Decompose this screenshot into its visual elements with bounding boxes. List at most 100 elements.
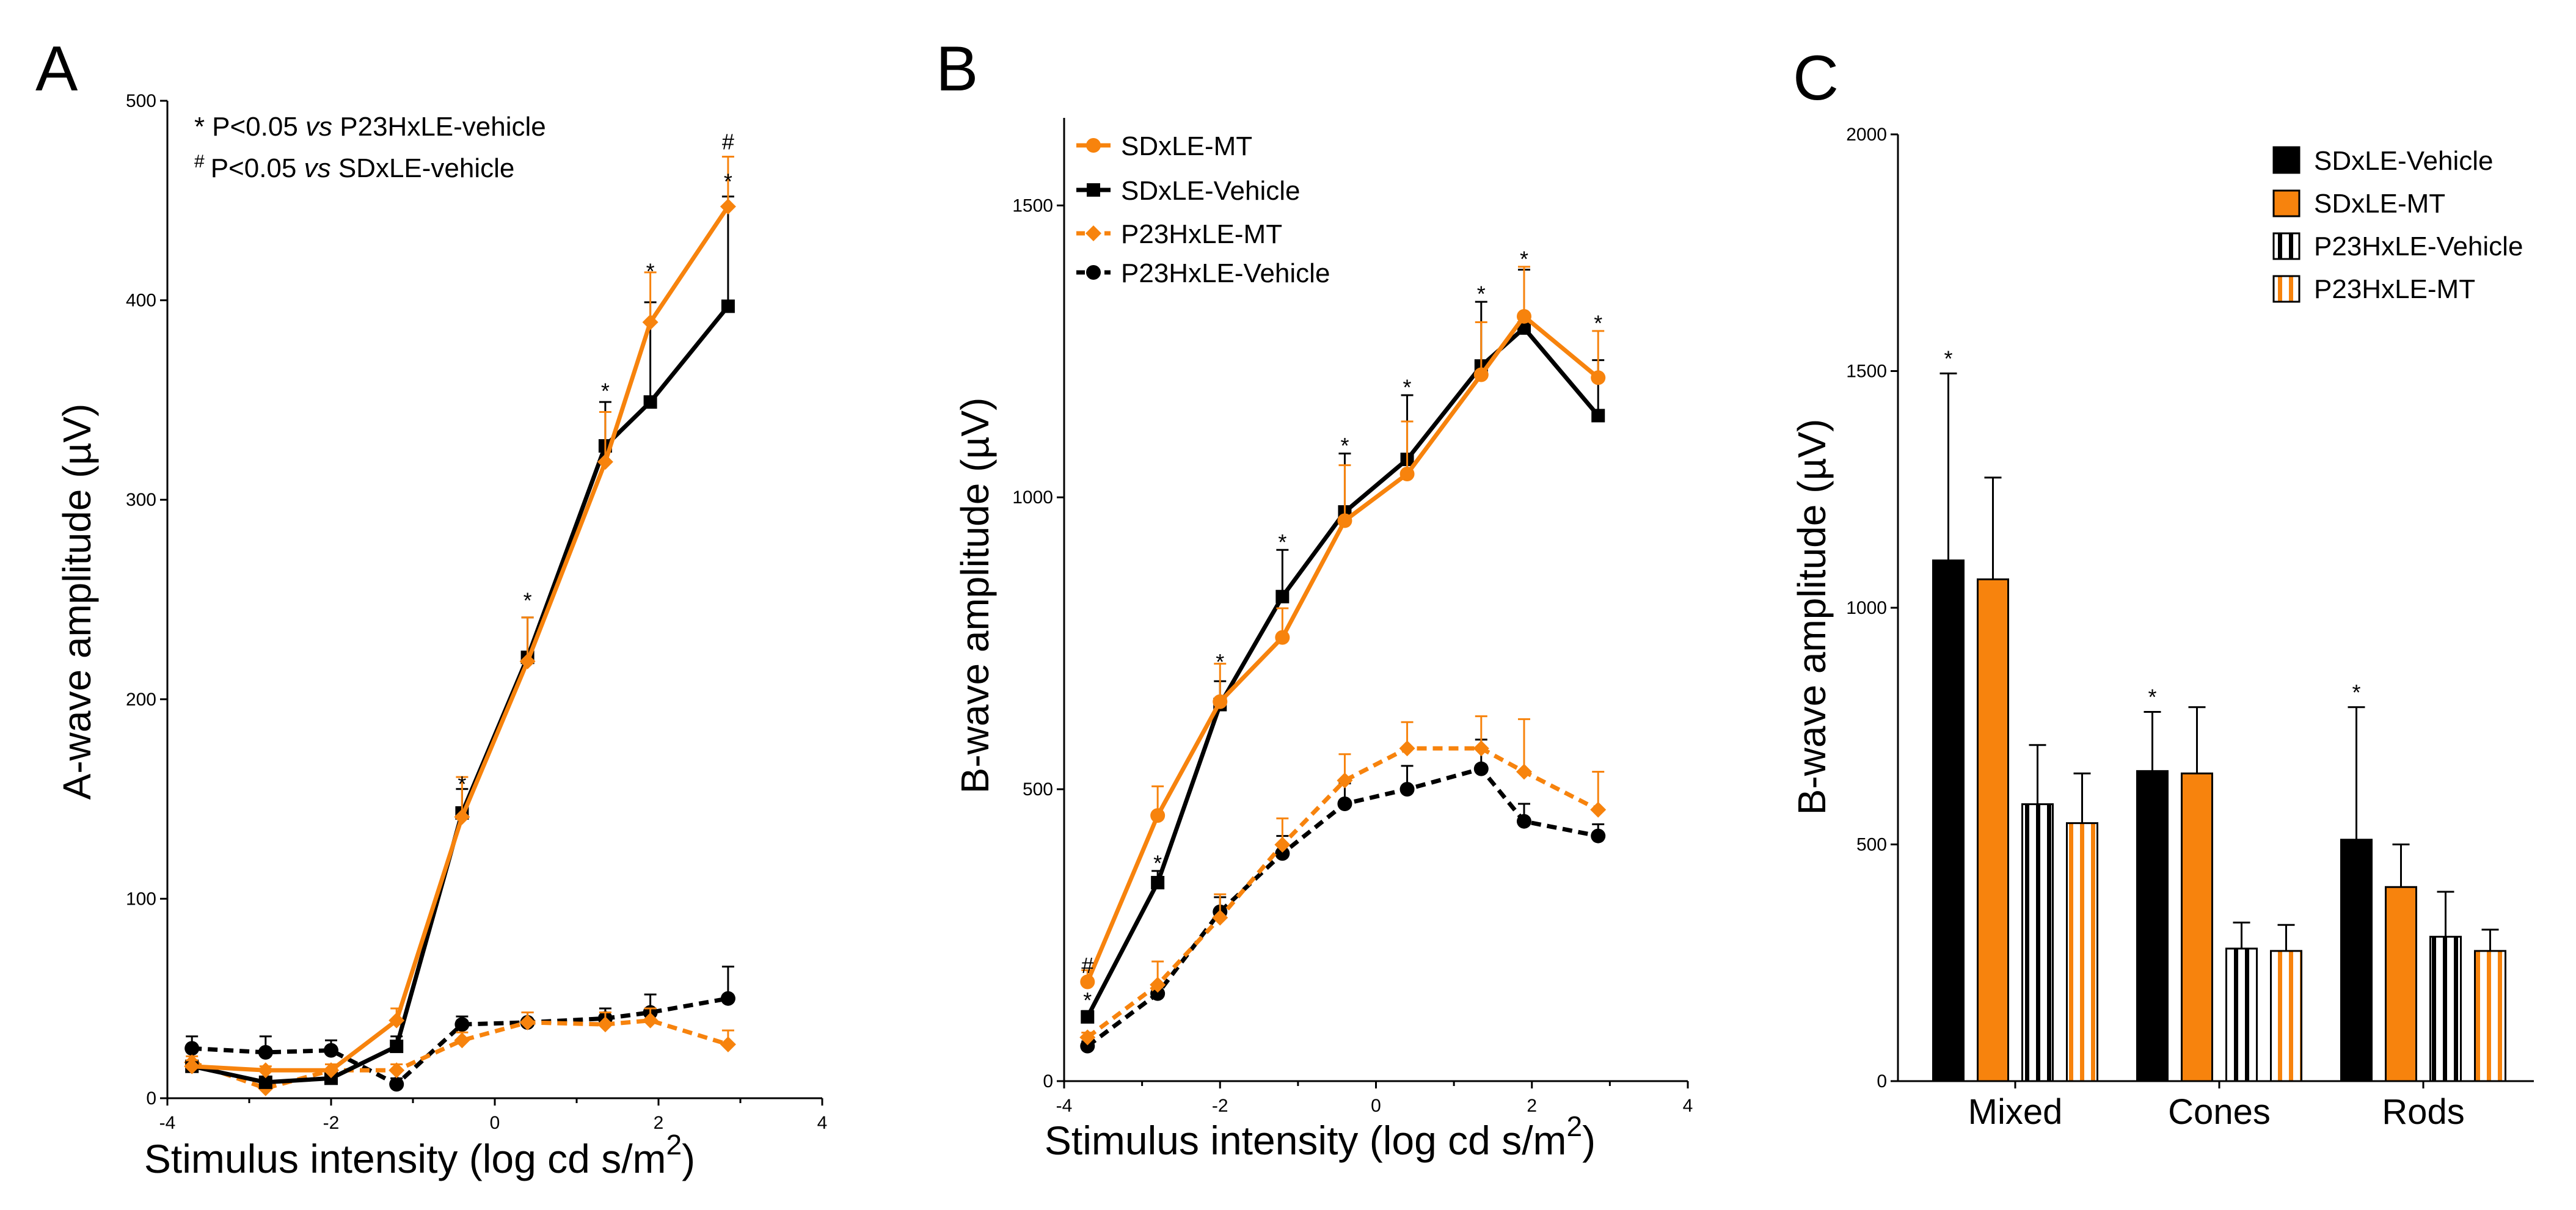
data-point	[1516, 308, 1531, 324]
series-line	[192, 996, 729, 1087]
data-point	[1081, 1010, 1095, 1024]
legend-c-item-3: P23HxLE-MT	[2272, 274, 2475, 304]
x-tick-label: 0	[1371, 1096, 1381, 1116]
data-point	[184, 1058, 200, 1074]
x-tick-label: 2	[654, 1113, 664, 1133]
data-point	[1473, 761, 1489, 776]
panel-c-bar-chart: C B-wave amplitude (µV) SDxLE-Vehicle SD…	[1790, 43, 2534, 1132]
data-point	[1080, 1038, 1095, 1054]
data-point	[1517, 321, 1531, 335]
legend-b-label-0: SDxLE-MT	[1121, 131, 1252, 161]
legend-c-swatch-0	[2272, 146, 2301, 174]
panel-a-x-axis-label: Stimulus intensity (log cd s/m2)	[144, 1129, 695, 1181]
y-tick-label: 500	[1856, 835, 1887, 855]
bar-mixed-p23hxle-vehicle	[2021, 803, 2054, 1082]
legend-c-swatch-3	[2272, 275, 2301, 303]
data-point	[323, 1062, 339, 1079]
legend-b-marker-2	[1085, 225, 1101, 241]
x-tick-label: 4	[817, 1113, 828, 1133]
data-point	[454, 809, 470, 825]
x-tick-label: 4	[1683, 1096, 1693, 1116]
bar-cones-p23hxle-mt	[2270, 950, 2302, 1082]
data-point	[1337, 772, 1353, 789]
data-point	[1150, 808, 1166, 823]
data-point	[389, 1012, 405, 1029]
legend-c-label-0: SDxLE-Vehicle	[2314, 146, 2493, 176]
bar-cones-sdxle-mt	[2181, 772, 2213, 1082]
x-tick-label: -2	[323, 1113, 340, 1133]
panel-a-x-label-main: Stimulus intensity (log cd s/m	[144, 1136, 666, 1181]
category-label: Rods	[2382, 1092, 2464, 1132]
annotation-2-text: P<0.05	[211, 153, 304, 183]
y-tick-label: 1000	[1012, 487, 1053, 508]
data-point	[1080, 974, 1095, 990]
significance-mark: *	[1403, 375, 1412, 400]
data-point	[1473, 367, 1489, 382]
annotation-2-symbol: #	[194, 151, 205, 172]
data-point	[1591, 370, 1606, 385]
panel-b-line-chart: B B-wave amplitude (µV) Stimulus intensi…	[936, 34, 1693, 1163]
panel-b-label: B	[936, 34, 978, 104]
panel-b-legend: SDxLE-MT SDxLE-Vehicle P23HxLE-MT P23HxL…	[1076, 131, 1330, 288]
data-point	[324, 1071, 338, 1085]
series-p23hxle-mt	[1079, 715, 1607, 1046]
data-point	[519, 1014, 536, 1030]
panel-b-x-label-sup: 2	[1567, 1110, 1583, 1142]
bar-cones-sdxle-vehicle	[2136, 770, 2169, 1082]
annotation-1-vs: vs	[305, 112, 332, 142]
data-point	[1275, 846, 1290, 861]
legend-b-item-1: SDxLE-Vehicle	[1076, 176, 1300, 206]
significance-mark: #	[1081, 953, 1093, 978]
significance-mark: *	[1944, 346, 1952, 371]
x-tick-label: -4	[1056, 1096, 1073, 1116]
data-point	[1590, 801, 1607, 818]
y-tick-label: 400	[126, 291, 156, 311]
panel-b-x-axis-label: Stimulus intensity (log cd s/m2)	[1045, 1110, 1596, 1163]
y-tick-label: 200	[126, 690, 156, 710]
panel-a-annotation-1: * P<0.05 vs P23HxLE-vehicle	[194, 112, 546, 142]
bar-mixed-p23hxle-mt	[2066, 822, 2098, 1082]
annotation-1-text2: P23HxLE-vehicle	[332, 112, 546, 142]
data-point	[389, 1077, 404, 1092]
data-point	[258, 1044, 273, 1060]
significance-mark: *	[724, 169, 732, 194]
bar-rods-p23hxle-vehicle	[2429, 936, 2462, 1082]
significance-mark: *	[1594, 311, 1602, 336]
data-point	[1591, 409, 1605, 423]
annotation-2-text2: SDxLE-vehicle	[331, 153, 515, 183]
data-point	[1079, 1029, 1096, 1046]
y-tick-label: 1500	[1012, 195, 1053, 216]
x-tick-label: 0	[490, 1113, 500, 1133]
legend-b-item-0: SDxLE-MT	[1076, 131, 1252, 161]
bar-rods-sdxle-mt	[2385, 886, 2417, 1082]
data-point	[454, 1017, 470, 1032]
data-point	[720, 991, 735, 1006]
panel-c-label: C	[1793, 43, 1839, 114]
significance-mark: *	[1340, 433, 1349, 458]
significance-mark: *	[1278, 530, 1286, 555]
data-point	[1473, 740, 1489, 757]
significance-mark: *	[524, 588, 532, 613]
data-point	[1151, 876, 1165, 890]
series-line	[191, 305, 730, 1085]
significance-mark: *	[1216, 649, 1224, 674]
legend-b-item-3: P23HxLE-Vehicle	[1076, 258, 1330, 288]
data-point	[519, 653, 536, 669]
data-point	[390, 1040, 404, 1054]
y-tick-label: 2000	[1846, 125, 1887, 145]
data-point	[454, 1032, 470, 1049]
series-line	[192, 205, 730, 1073]
series-sdxle-vehicle	[1081, 268, 1605, 1024]
y-tick-label: 0	[1043, 1071, 1053, 1092]
data-point	[1150, 977, 1166, 993]
legend-c-item-2: P23HxLE-Vehicle	[2272, 231, 2523, 261]
legend-c-label-2: P23HxLE-Vehicle	[2314, 231, 2523, 261]
legend-c-swatch-2	[2272, 232, 2301, 260]
data-point	[1516, 764, 1532, 780]
category-label: Cones	[2168, 1092, 2271, 1132]
data-point	[1399, 782, 1415, 797]
y-tick-label: 300	[126, 490, 156, 510]
bar-rods-p23hxle-mt	[2474, 950, 2506, 1082]
panel-b-x-label-main: Stimulus intensity (log cd s/m	[1045, 1118, 1567, 1163]
